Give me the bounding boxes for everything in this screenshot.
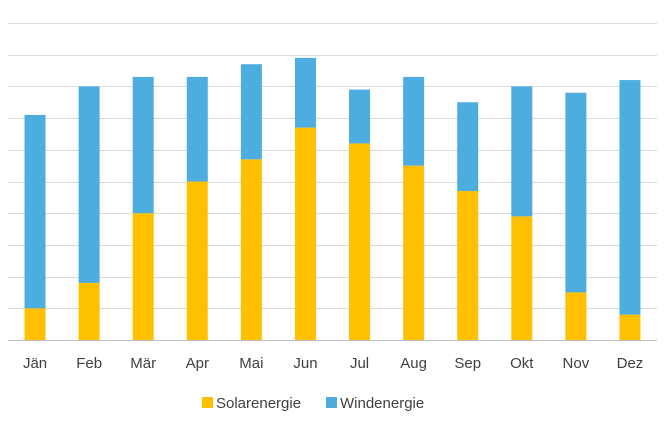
bar-wind: [349, 89, 371, 144]
bar-wind: [565, 92, 587, 293]
bar-solar: [78, 282, 100, 340]
bar-wind: [619, 80, 641, 315]
gridlines: [8, 23, 657, 341]
x-tick-label: Nov: [563, 355, 590, 372]
bar-solar: [457, 191, 479, 340]
bar-wind: [24, 114, 46, 309]
x-tick-label: Okt: [510, 355, 534, 372]
x-tick-label: Mai: [239, 355, 263, 372]
bar-wind: [294, 57, 316, 128]
x-tick-label: Feb: [76, 355, 102, 372]
x-tick-label: Apr: [186, 355, 209, 372]
bar-solar: [186, 181, 208, 340]
legend-swatch-wind: [326, 397, 337, 408]
x-tick-label: Aug: [400, 355, 427, 372]
bar-solar: [619, 314, 641, 340]
bar-wind: [186, 76, 208, 182]
legend-swatch-solar: [202, 397, 213, 408]
bars: [24, 57, 641, 340]
x-tick-label: Jän: [23, 355, 47, 372]
legend-label-solar: Solarenergie: [216, 395, 301, 412]
bar-wind: [511, 86, 533, 217]
x-tick-label: Sep: [454, 355, 481, 372]
bar-solar: [132, 213, 154, 340]
bar-wind: [78, 86, 100, 283]
legend-item-solar: Solarenergie: [202, 395, 301, 412]
bar-wind: [240, 64, 262, 160]
legend-label-wind: Windenergie: [340, 395, 424, 412]
x-tick-label: Jun: [293, 355, 317, 372]
legend: Solarenergie Windenergie: [202, 395, 424, 412]
bar-wind: [132, 76, 154, 214]
bar-solar: [565, 292, 587, 340]
bar-solar: [511, 216, 533, 340]
bar-solar: [294, 127, 316, 340]
x-axis: Jän Feb Mär Apr Mai Jun Jul Aug Sep Okt Nov Dez: [23, 355, 643, 372]
bar-wind: [403, 76, 425, 166]
bar-solar: [349, 143, 371, 340]
bar-solar: [240, 159, 262, 340]
legend-item-wind: Windenergie: [326, 395, 424, 412]
bar-wind: [457, 102, 479, 192]
x-tick-label: Jul: [350, 355, 369, 372]
bar-solar: [403, 165, 425, 340]
x-tick-label: Dez: [617, 355, 644, 372]
x-tick-label: Mär: [130, 355, 156, 372]
bar-solar: [24, 308, 46, 340]
